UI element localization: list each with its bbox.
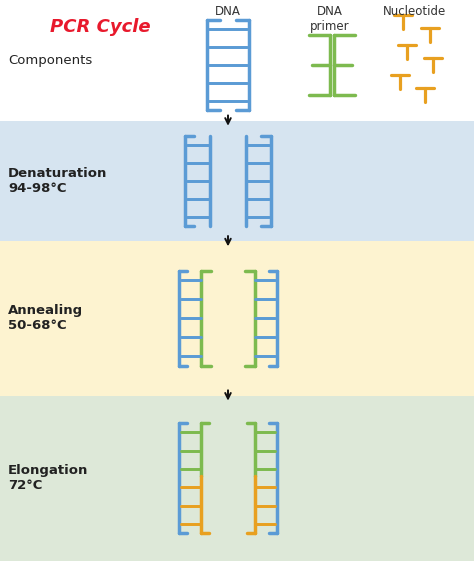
Bar	[0, 396, 474, 561]
Text: Elongation
72°C: Elongation 72°C	[8, 465, 88, 492]
Bar	[0, 241, 474, 396]
Text: Denaturation
94-98°C: Denaturation 94-98°C	[8, 167, 108, 195]
Text: PCR Cycle: PCR Cycle	[50, 18, 150, 36]
Text: DNA: DNA	[215, 5, 241, 18]
Text: Annealing
50-68°C: Annealing 50-68°C	[8, 305, 83, 332]
Bar	[0, 121, 474, 241]
Text: Nucleotide: Nucleotide	[383, 5, 447, 18]
Bar	[0, 0, 474, 121]
Text: DNA
primer: DNA primer	[310, 5, 350, 33]
Text: Components: Components	[8, 54, 92, 67]
